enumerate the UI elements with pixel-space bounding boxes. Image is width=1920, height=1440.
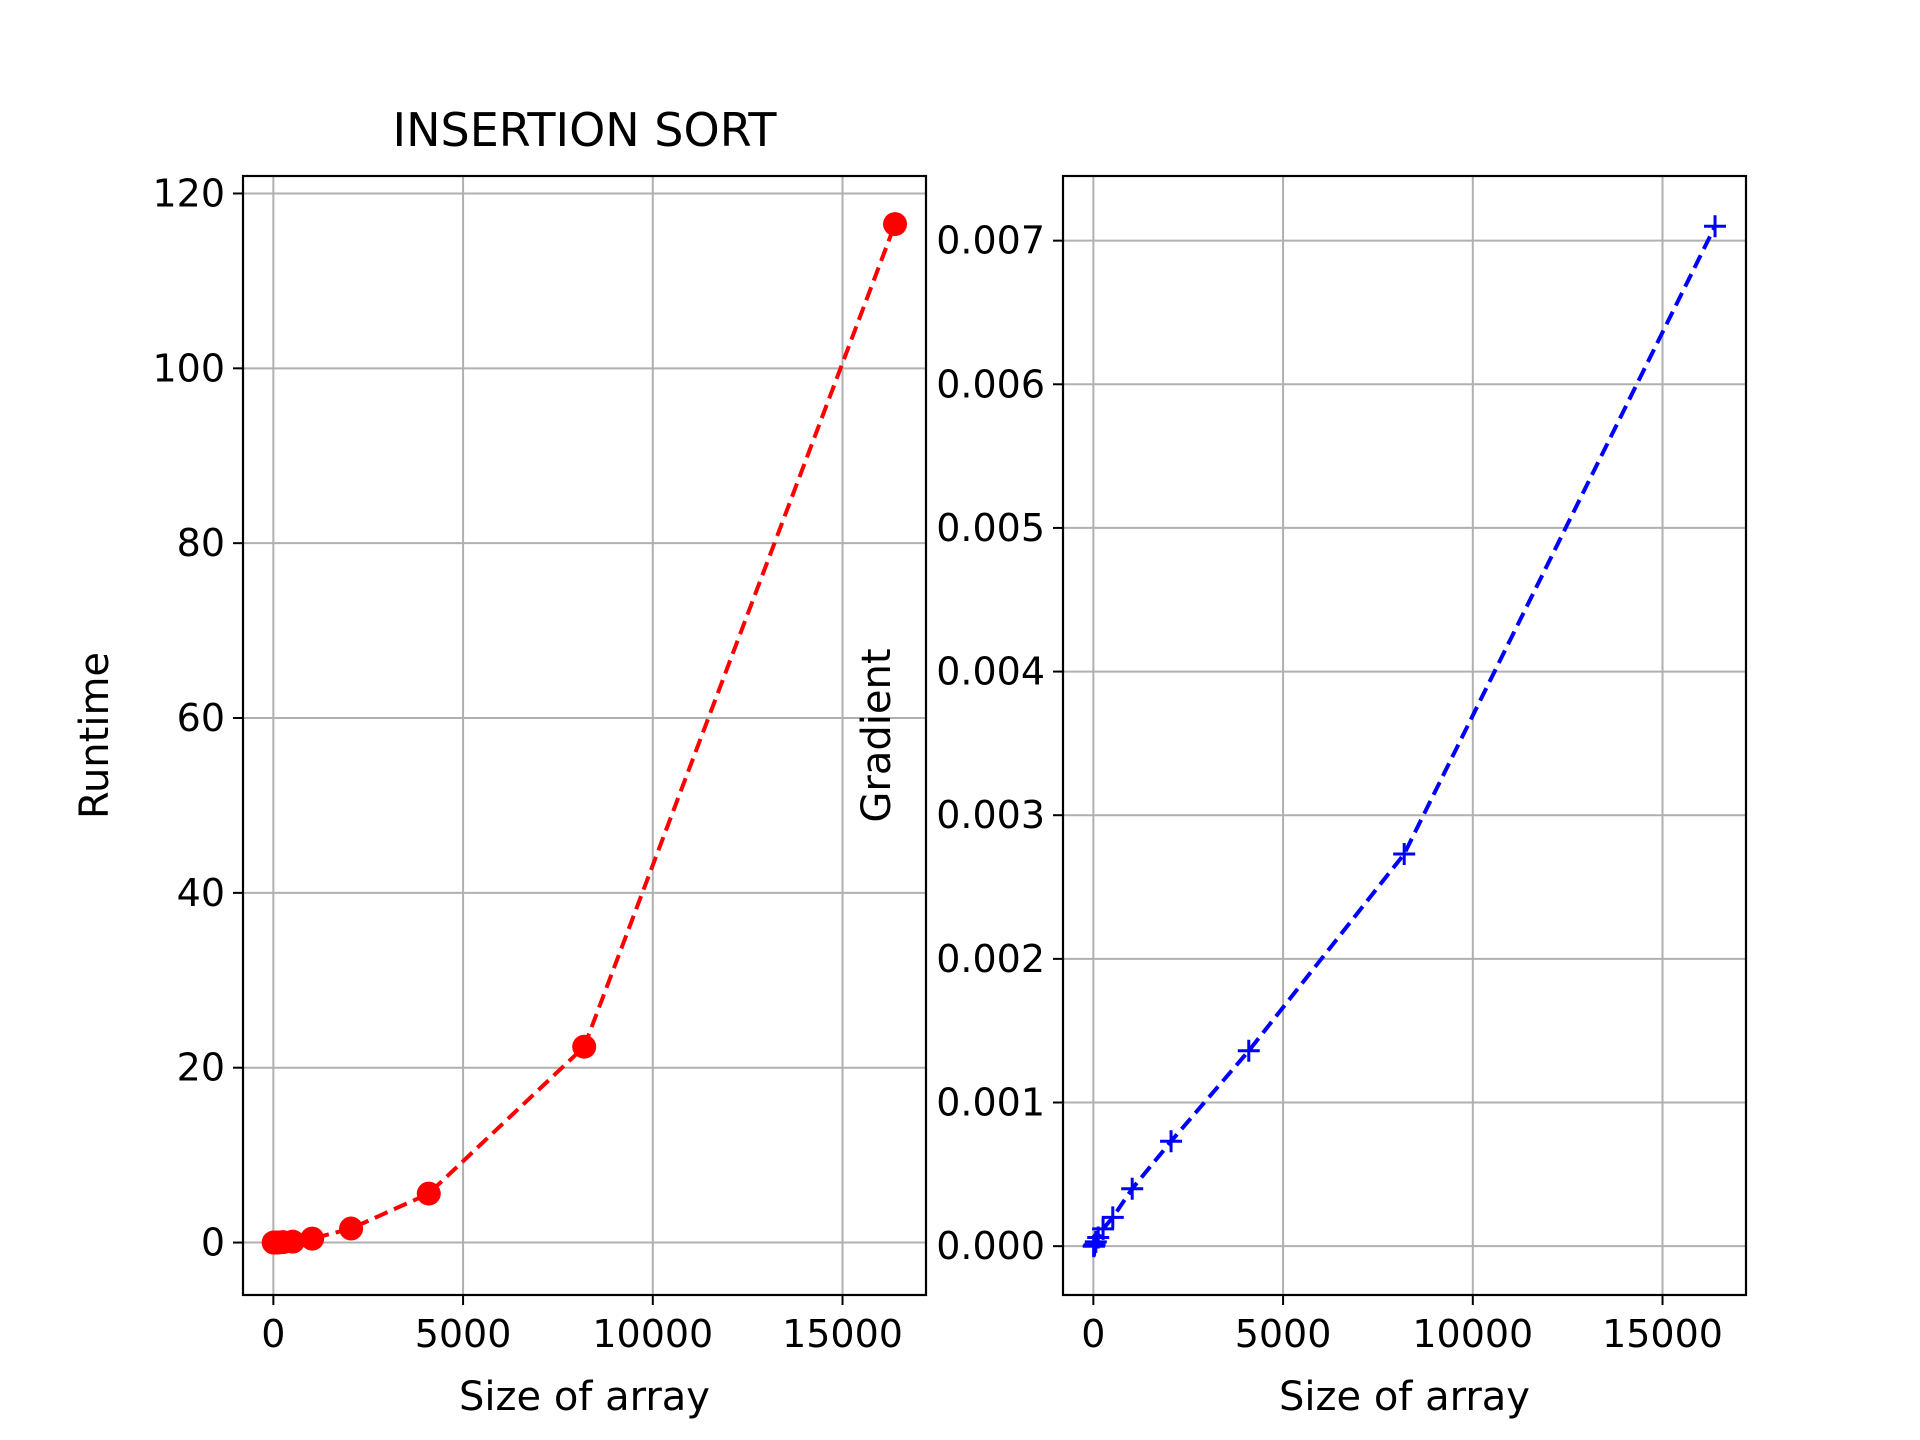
runtime-data-point	[280, 1229, 305, 1254]
runtime-data-point	[300, 1226, 325, 1251]
runtime-y-tick-label: 120	[152, 171, 225, 215]
runtime-grid	[243, 176, 926, 1295]
gradient-data-point	[1393, 843, 1416, 866]
runtime-y-tick-label: 60	[177, 696, 225, 740]
runtime-x-tick-label: 15000	[782, 1312, 903, 1356]
gradient-data-point	[1237, 1039, 1260, 1062]
gradient-y-tick-label: 0.001	[936, 1081, 1045, 1125]
gradient-y-tick-label: 0.005	[936, 506, 1045, 550]
gradient-y-tick-label: 0.006	[936, 362, 1045, 406]
gradient-x-axis-label: Size of array	[1279, 1374, 1530, 1420]
gradient-grid	[1063, 176, 1746, 1295]
gradient-y-tick-label: 0.003	[936, 793, 1045, 837]
gradient-y-tick-label: 0.004	[936, 650, 1045, 694]
gradient-data-point	[1704, 215, 1727, 238]
runtime-y-tick-label: 80	[177, 521, 225, 565]
gradient-data-point	[1092, 1217, 1115, 1240]
runtime-x-tick-label: 10000	[592, 1312, 713, 1356]
gradient-data-point	[1101, 1206, 1124, 1229]
runtime-ticks: 0 5000 10000 15000 0 20 40 60 80 100 120	[152, 171, 902, 1356]
runtime-data-point	[416, 1181, 441, 1206]
runtime-y-tick-label: 100	[152, 346, 225, 390]
runtime-y-axis-label: Runtime	[72, 652, 118, 819]
runtime-series	[261, 212, 908, 1255]
gradient-x-tick-label: 15000	[1602, 1312, 1723, 1356]
runtime-data-point	[339, 1216, 364, 1241]
gradient-data-point	[1121, 1177, 1144, 1200]
gradient-y-tick-label: 0.000	[936, 1224, 1045, 1268]
gradient-x-tick-label: 10000	[1412, 1312, 1533, 1356]
runtime-x-tick-label: 0	[261, 1312, 285, 1356]
gradient-subplot: 0 5000 10000 15000 0.000 0.001 0.002 0.003 0.004…	[854, 174, 1748, 1420]
runtime-x-tick-label: 5000	[415, 1312, 512, 1356]
runtime-axes-frame	[241, 174, 928, 1297]
gradient-data-point	[1084, 1230, 1107, 1253]
gradient-series	[1082, 215, 1727, 1258]
gradient-x-tick-label: 0	[1081, 1312, 1105, 1356]
runtime-x-axis-label: Size of array	[459, 1374, 710, 1420]
gradient-data-point	[1160, 1130, 1183, 1153]
gradient-y-tick-label: 0.002	[936, 937, 1045, 981]
runtime-y-tick-label: 20	[177, 1046, 225, 1090]
runtime-data-point	[572, 1034, 597, 1059]
runtime-y-tick-label: 0	[201, 1221, 225, 1265]
gradient-y-axis-label: Gradient	[854, 648, 900, 822]
runtime-subplot: 0 5000 10000 15000 0 20 40 60 80 100 120 INSERTION…	[72, 103, 928, 1420]
gradient-ticks: 0 5000 10000 15000 0.000 0.001 0.002 0.003 0.004…	[936, 219, 1723, 1356]
gradient-y-tick-label: 0.007	[936, 219, 1045, 263]
gradient-axes-frame	[1061, 174, 1748, 1297]
gradient-x-tick-label: 5000	[1235, 1312, 1332, 1356]
runtime-y-tick-label: 40	[177, 871, 225, 915]
runtime-data-point	[883, 212, 908, 237]
chart-title: INSERTION SORT	[393, 103, 778, 157]
